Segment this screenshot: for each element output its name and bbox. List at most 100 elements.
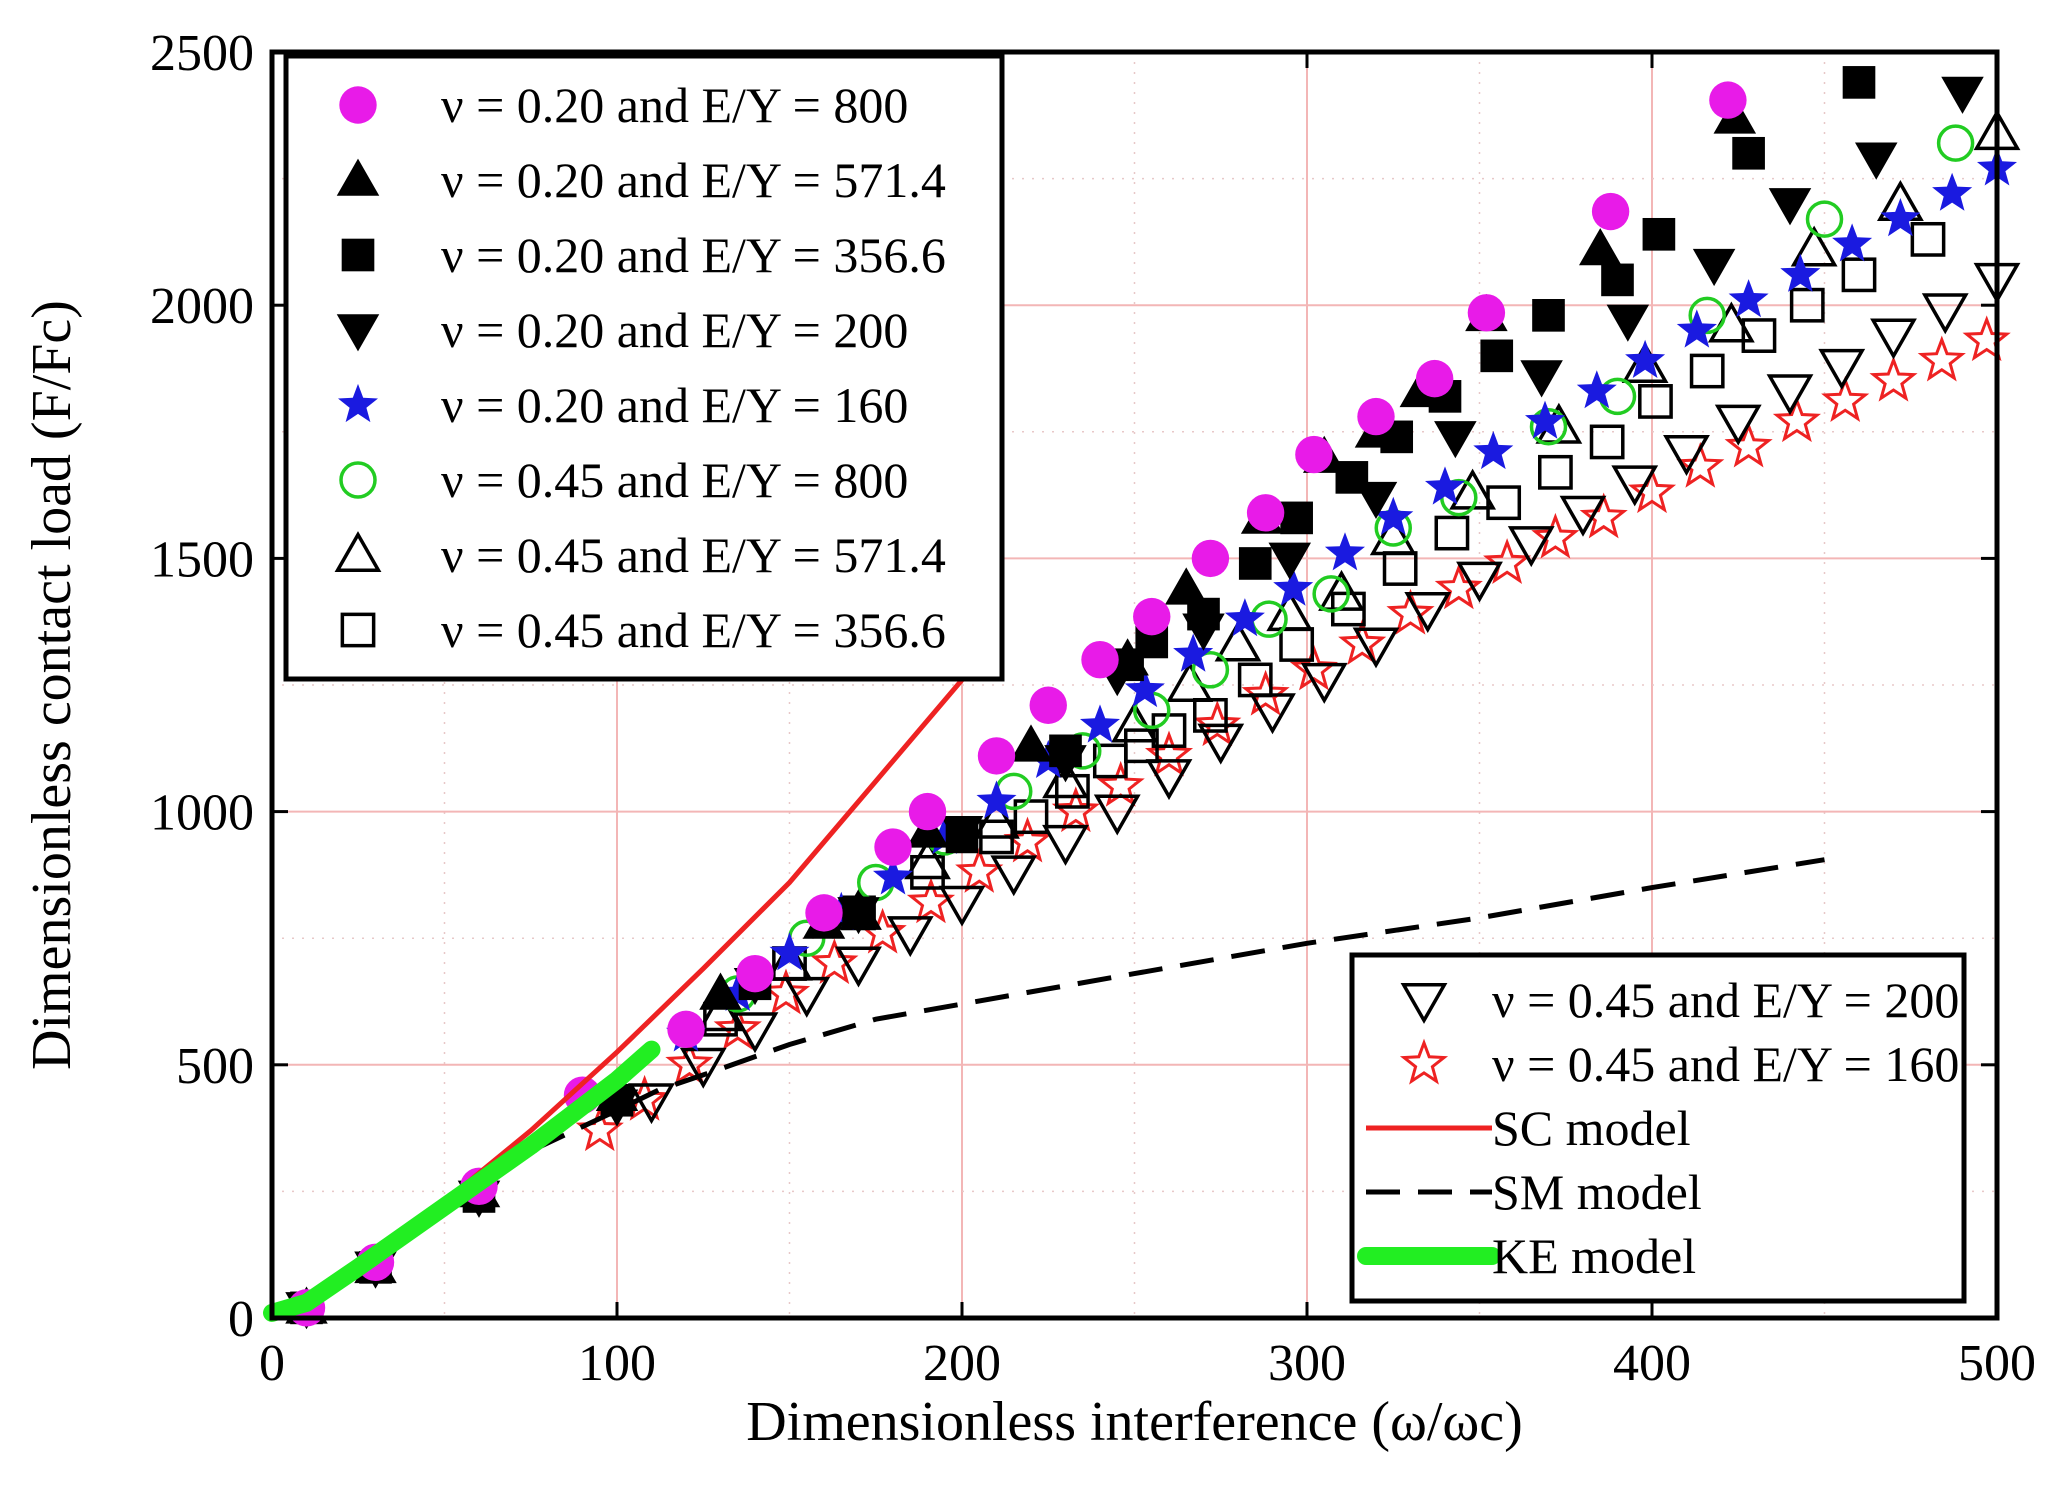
series-layer	[263, 66, 2021, 1330]
data-point	[805, 894, 843, 932]
legend-top-left: ν = 0.20 and E/Y = 800 ν = 0.20 and E/Y =…	[283, 53, 1005, 682]
data-point	[736, 954, 774, 993]
data-point	[938, 885, 986, 927]
data-point	[1042, 824, 1089, 866]
data-point	[1164, 567, 1208, 605]
data-point	[1576, 370, 1617, 409]
data-point	[717, 972, 758, 1011]
data-point	[1832, 223, 1873, 262]
data-point	[1917, 335, 1966, 382]
data-point	[1531, 512, 1580, 559]
legend-box	[283, 53, 1005, 682]
data-point	[1805, 200, 1844, 238]
data-point	[1621, 342, 1669, 384]
x-tick-label: 300	[1268, 1335, 1346, 1392]
data-point	[1627, 467, 1677, 514]
legend-entry-0-20-and-e-y-160: ν = 0.20 and E/Y = 160	[441, 377, 908, 433]
data-point	[1273, 567, 1314, 606]
data-point	[1692, 248, 1736, 287]
legend-marker	[336, 314, 380, 352]
data-point	[1818, 348, 1866, 390]
data-point	[1728, 279, 1769, 318]
data-point	[1768, 188, 1812, 226]
data-point	[1589, 424, 1625, 460]
legend-entry-0-45-and-e-y-356-6: ν = 0.45 and E/Y = 356.6	[441, 602, 946, 658]
series-sm-model	[270, 857, 1825, 1321]
legend-marker	[339, 86, 377, 124]
data-point	[1869, 355, 1918, 402]
data-point	[1191, 651, 1230, 689]
y-tick-label: 1500	[150, 531, 254, 588]
data-point	[955, 847, 1004, 893]
data-point	[1013, 799, 1049, 835]
legend-entry-ke-model: KE model	[1492, 1228, 1696, 1284]
data-point	[1910, 221, 1946, 257]
series-ke-model	[263, 1040, 661, 1322]
data-point	[1093, 794, 1141, 836]
data-point	[835, 946, 882, 988]
x-tick-label: 500	[1958, 1335, 2036, 1392]
data-point	[1369, 514, 1417, 556]
data-point	[1480, 339, 1514, 373]
data-point	[1237, 662, 1273, 698]
data-point	[1051, 786, 1100, 833]
data-point	[1732, 136, 1765, 170]
data-point	[1520, 360, 1563, 398]
data-point	[1789, 287, 1825, 323]
data-point	[810, 938, 859, 985]
data-point	[1688, 296, 1726, 335]
data-point	[1790, 225, 1838, 267]
data-point	[667, 1010, 705, 1049]
data-point	[1601, 263, 1634, 297]
series-line	[270, 857, 1825, 1321]
legend-marker	[336, 158, 380, 196]
data-point	[1962, 315, 2011, 362]
data-point	[1559, 495, 1607, 537]
legend-entry-0-45-and-e-y-200: ν = 0.45 and E/Y = 200	[1492, 972, 1959, 1028]
data-point	[1081, 640, 1119, 679]
plot-frame	[269, 49, 2000, 1321]
legend-entry-0-45-and-e-y-571-4: ν = 0.45 and E/Y = 571.4	[441, 527, 946, 583]
x-axis-label: Dimensionless interference (ω/ωc)	[746, 1391, 1523, 1453]
x-tick-label: 200	[923, 1335, 1001, 1392]
data-point	[1525, 400, 1566, 439]
data-point	[1709, 81, 1747, 119]
data-point	[1295, 435, 1333, 474]
data-point	[1373, 496, 1414, 535]
y-tick-label: 1000	[150, 785, 254, 842]
data-point	[1921, 293, 1969, 335]
data-point	[1772, 396, 1821, 443]
legend-marker	[339, 461, 377, 499]
data-point	[1224, 598, 1265, 637]
series-0-20-and-e-y-356-6	[290, 66, 1876, 1325]
x-tick-label: 400	[1613, 1335, 1691, 1392]
legend-entry-0-20-and-e-y-356-6: ν = 0.20 and E/Y = 356.6	[441, 227, 946, 283]
data-point	[1870, 318, 1917, 360]
data-point	[873, 856, 913, 895]
data-point	[1133, 597, 1171, 636]
data-point	[1483, 538, 1532, 584]
data-point	[1676, 309, 1717, 348]
data-point	[1625, 339, 1666, 378]
data-point	[1611, 465, 1659, 507]
legend-marker	[341, 238, 375, 272]
data-point	[886, 916, 934, 958]
data-point	[1324, 532, 1365, 571]
data-point	[628, 1083, 675, 1125]
data-point	[1941, 76, 1984, 114]
data-point	[1880, 198, 1921, 237]
data-point	[1606, 304, 1650, 342]
data-point	[1338, 619, 1387, 665]
series-line	[263, 1040, 661, 1322]
data-point	[783, 976, 831, 1018]
data-point	[1268, 542, 1312, 580]
data-point	[1029, 686, 1067, 724]
data-point	[1841, 257, 1877, 293]
data-point	[1193, 700, 1242, 747]
data-point	[1042, 757, 1089, 799]
data-point	[1049, 734, 1082, 768]
data-point	[1241, 669, 1290, 716]
data-point	[973, 797, 1020, 839]
data-point	[1312, 575, 1350, 613]
data-point	[1404, 591, 1452, 633]
